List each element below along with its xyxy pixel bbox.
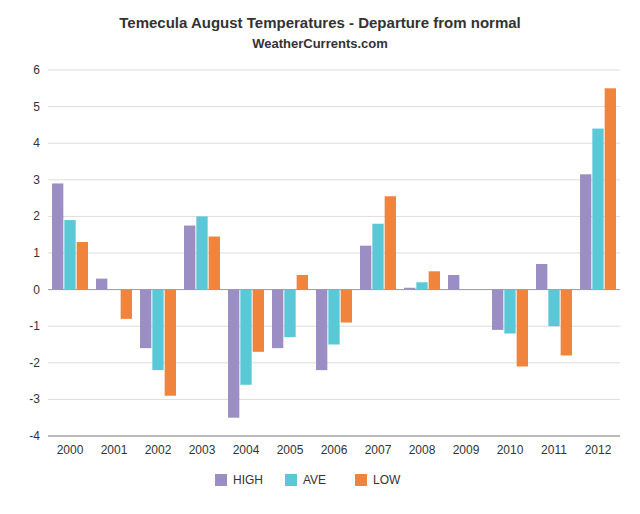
title: Temecula August Temperatures - Departure… (119, 14, 520, 31)
bar (429, 271, 440, 289)
legend-label: HIGH (233, 473, 263, 487)
x-tick-label: 2012 (585, 443, 612, 457)
grid-line (48, 436, 620, 437)
bar (284, 290, 295, 338)
bar (561, 290, 572, 356)
legend-label: AVE (303, 473, 326, 487)
legend-swatch (285, 474, 297, 486)
bar (592, 129, 603, 290)
bar (108, 289, 119, 290)
grid-line (48, 362, 620, 363)
bar (152, 290, 163, 371)
bar (253, 290, 264, 352)
chart: Temecula August Temperatures - Departure… (0, 0, 640, 514)
x-tick-label: 2004 (233, 443, 260, 457)
bar (341, 290, 352, 323)
grid-line (48, 70, 620, 71)
legend-label: LOW (373, 473, 401, 487)
grid-line (48, 143, 620, 144)
x-tick-label: 2002 (145, 443, 172, 457)
bar (605, 88, 616, 289)
x-tick-label: 2007 (365, 443, 392, 457)
bar (77, 242, 88, 290)
bar (360, 246, 371, 290)
x-tick-label: 2011 (541, 443, 567, 457)
legend-swatch (355, 474, 367, 486)
bar (580, 174, 591, 289)
x-tick-label: 2001 (101, 443, 128, 457)
bar (316, 290, 327, 371)
bar (404, 288, 415, 290)
bar (184, 226, 195, 290)
x-tick-label: 2000 (57, 443, 84, 457)
y-tick-label: 0 (33, 283, 40, 297)
bar (385, 196, 396, 289)
grid-line (48, 216, 620, 217)
bar (517, 290, 528, 367)
bar (492, 290, 503, 330)
bar (372, 224, 383, 290)
grid-line (48, 253, 620, 254)
y-tick-label: -3 (29, 392, 40, 406)
bar (64, 220, 75, 290)
y-tick-label: -4 (29, 429, 40, 443)
bar (196, 216, 207, 289)
y-tick-label: 5 (33, 100, 40, 114)
y-tick-label: 2 (33, 209, 40, 223)
grid-line (48, 106, 620, 107)
y-tick-label: 3 (33, 173, 40, 187)
x-axis-line (48, 436, 620, 437)
x-tick-label: 2009 (453, 443, 480, 457)
bar (416, 282, 427, 289)
y-tick-label: 6 (33, 63, 40, 77)
bar (228, 290, 239, 418)
x-tick-label: 2005 (277, 443, 304, 457)
legend-swatch (215, 474, 227, 486)
bar (165, 290, 176, 396)
bar (272, 290, 283, 349)
bar (504, 290, 515, 334)
x-tick-label: 2003 (189, 443, 216, 457)
x-tick-label: 2010 (497, 443, 524, 457)
bar (121, 290, 132, 319)
bars (52, 88, 616, 417)
subtitle: WeatherCurrents.com (252, 36, 388, 51)
grid (48, 70, 620, 436)
bar (460, 289, 471, 290)
y-tick-label: -1 (29, 319, 40, 333)
bar (448, 275, 459, 290)
bar (140, 290, 151, 349)
y-tick-label: -2 (29, 356, 40, 370)
bar (328, 290, 339, 345)
bar (536, 264, 547, 290)
bar (473, 289, 484, 290)
bar (96, 279, 107, 290)
x-tick-label: 2008 (409, 443, 436, 457)
bar (548, 290, 559, 327)
bar (52, 183, 63, 289)
bar (209, 237, 220, 290)
bar (240, 290, 251, 385)
grid-line (48, 399, 620, 400)
x-tick-label: 2006 (321, 443, 348, 457)
legend: HIGH AVE LOW (215, 473, 401, 487)
y-tick-label: 1 (33, 246, 40, 260)
bar (297, 275, 308, 290)
y-tick-label: 4 (33, 136, 40, 150)
grid-line (48, 179, 620, 180)
